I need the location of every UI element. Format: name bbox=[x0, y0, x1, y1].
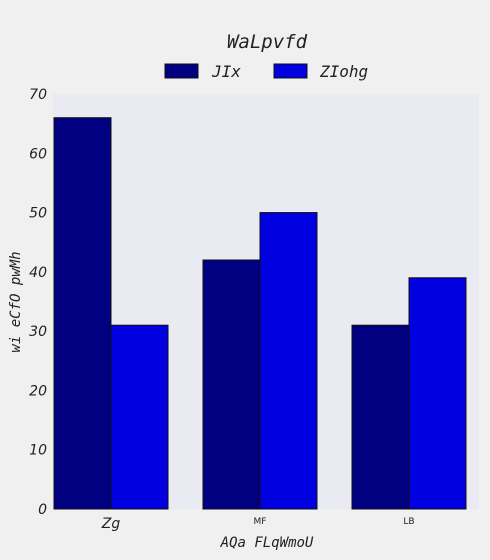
legend-label-jix: JIx bbox=[211, 62, 241, 81]
x-axis-ticks: Zg MF LB bbox=[101, 516, 415, 532]
y-tick-label: 30 bbox=[29, 324, 47, 340]
x-axis-label: AQa FLqWmoU bbox=[220, 535, 314, 551]
bar-jix-lb bbox=[351, 324, 410, 510]
bars bbox=[53, 117, 467, 510]
x-tick-label-mf: MF bbox=[254, 517, 267, 527]
x-tick-label-lb: LB bbox=[403, 517, 414, 527]
bar-jix-zg bbox=[53, 117, 112, 510]
bar-jix-mf bbox=[202, 259, 261, 510]
y-tick-label: 60 bbox=[29, 146, 47, 162]
bar-ziohg-mf bbox=[259, 212, 318, 510]
y-tick-label: 50 bbox=[29, 206, 47, 222]
bar-ziohg-lb bbox=[408, 277, 467, 510]
legend-swatch-ziohg bbox=[273, 63, 308, 79]
legend-swatch-jix bbox=[164, 63, 199, 79]
y-tick-label: 20 bbox=[29, 383, 47, 399]
y-axis-ticks: 0 10 20 30 40 50 60 70 bbox=[29, 87, 47, 518]
y-tick-label: 10 bbox=[29, 443, 47, 459]
bar-ziohg-zg bbox=[110, 324, 169, 510]
y-tick-label: 0 bbox=[38, 502, 47, 518]
y-tick-label: 70 bbox=[29, 87, 47, 103]
chart-title: WaLpvfd bbox=[227, 31, 308, 53]
y-tick-label: 40 bbox=[29, 265, 47, 281]
legend-label-ziohg: ZIohg bbox=[319, 62, 368, 81]
legend: JIx ZIohg bbox=[164, 62, 368, 81]
x-tick-label-zg: Zg bbox=[101, 516, 121, 532]
y-axis-label: wi eCfO pwMh bbox=[8, 251, 24, 352]
